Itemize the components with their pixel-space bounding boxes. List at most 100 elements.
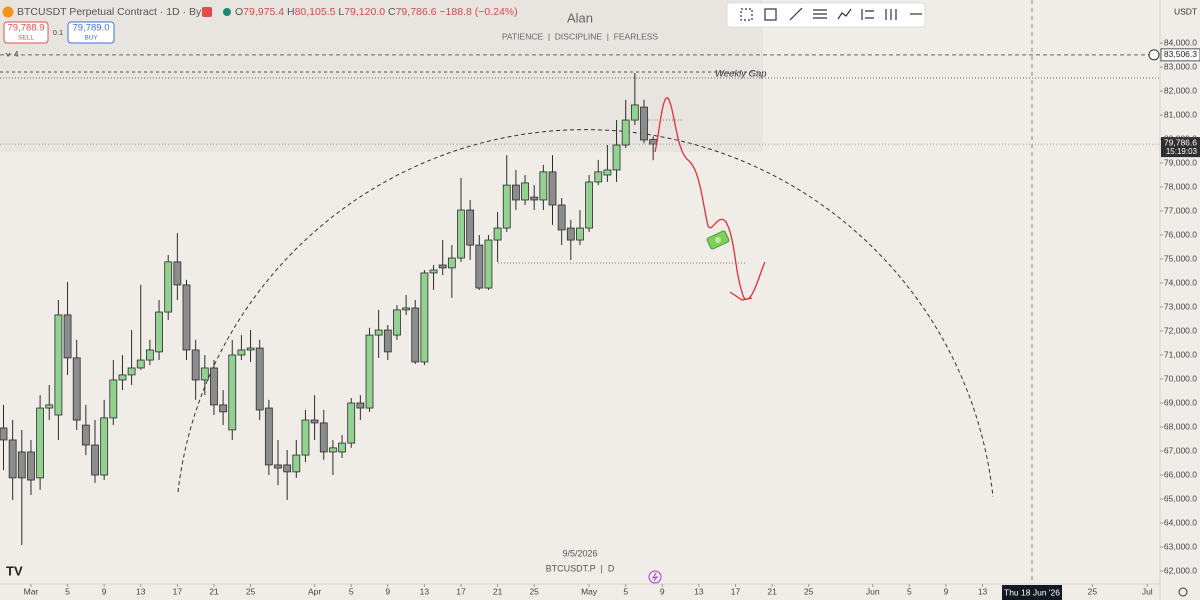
candle-body (539, 171, 548, 201)
candle-body (447, 257, 456, 269)
candle-body (54, 314, 63, 416)
x-tick-label: 17 (731, 586, 741, 596)
measure-tool[interactable] (861, 9, 874, 20)
subtitle: PATIENCE | DISCIPLINE | FEARLESS (502, 31, 659, 41)
candle-body (347, 402, 356, 444)
drawing-toolbar (726, 2, 926, 28)
symbol[interactable]: BTCUSDT Perpetual Contract · 1D · Bybit (17, 6, 212, 18)
x-tick-label: 17 (173, 586, 183, 596)
candle-body (576, 227, 584, 241)
y-tick-label: 84,000.0 (1164, 37, 1197, 47)
change: −188.8 (−0.24%) (439, 6, 517, 18)
y-tick-label: 83,000.0 (1164, 61, 1197, 71)
countdown: 15:19:03 (1166, 147, 1198, 156)
sell-button[interactable]: 79,788.9 SELL (3, 21, 49, 44)
candle-body (512, 184, 520, 201)
currency[interactable]: USDT (1174, 6, 1197, 16)
candle-body (72, 357, 81, 421)
ohlc-value: 79,975.4 (243, 6, 284, 18)
fib-tool[interactable] (813, 9, 827, 19)
candle-body (118, 374, 127, 381)
candle-body (228, 354, 237, 431)
candle-body (210, 367, 218, 406)
candle-body (274, 464, 282, 469)
x-tick-label: 25 (246, 586, 256, 596)
buy-button[interactable]: 79,789.0 BUY (67, 21, 115, 44)
candle-body (493, 227, 502, 241)
x-tick-label: 13 (136, 586, 146, 596)
candle-body (521, 182, 529, 201)
buy-price: 79,789.0 (73, 23, 110, 34)
y-tick-label: 63,000.0 (1164, 541, 1197, 551)
candle-body (475, 244, 484, 289)
candle-body (100, 417, 109, 476)
y-tick-label: 72,000.0 (1164, 325, 1197, 335)
price-axis: 62,000.0 63,000.0 64,000.0 65,000.0 66,000.0… (1160, 37, 1200, 575)
select-tool[interactable] (740, 8, 753, 21)
candle-body (17, 451, 26, 479)
x-tick-label: 25 (804, 586, 814, 596)
sell-price: 79,788.9 (8, 23, 45, 34)
y-tick-label: 74,000.0 (1164, 277, 1197, 287)
candle-body (191, 349, 200, 381)
path-tool[interactable] (837, 8, 852, 20)
candle-body (237, 349, 246, 356)
candle-body (612, 144, 621, 171)
arc-drawing (177, 129, 994, 498)
x-tick-label: Jul (1142, 586, 1153, 596)
coin-icon (2, 6, 14, 18)
x-tick-label: 5 (623, 586, 628, 596)
candle-body (0, 427, 8, 441)
ohlc-key: H (287, 6, 295, 18)
bar-tool[interactable] (885, 9, 897, 20)
add-alert-icon[interactable] (1148, 49, 1160, 61)
y-tick-label: 68,000.0 (1164, 421, 1197, 431)
lightning-bolt (651, 572, 659, 582)
logo[interactable]: TV (6, 563, 23, 578)
candles (0, 73, 658, 546)
candle-body (310, 419, 319, 424)
x-tick-label: Apr (308, 586, 321, 596)
candle-body (136, 359, 145, 369)
x-tick-label: 13 (420, 586, 430, 596)
x-tick-label: 25 (529, 586, 539, 596)
x-tick-label: May (581, 586, 598, 596)
y-tick-label: 81,000.0 (1164, 109, 1197, 119)
settings-icon[interactable] (1178, 587, 1188, 597)
flag-icon[interactable] (202, 7, 212, 17)
candle-body (145, 349, 154, 361)
collapse-icon[interactable] (5, 52, 11, 57)
candle-body (621, 119, 630, 146)
ohlc: O79,975.4 H80,105.5 L79,120.0 C79,786.6 … (235, 6, 518, 18)
crosshair-date-box (1002, 585, 1062, 600)
buy-label: BUY (84, 35, 98, 42)
ohlc-value: 79,120.0 (344, 6, 385, 18)
sticker (706, 230, 730, 250)
candle-body (374, 329, 383, 336)
candle-body (164, 261, 173, 313)
quantity[interactable]: 0.1 (53, 28, 63, 37)
x-tick-label: 21 (209, 586, 219, 596)
ohlc-key: O (235, 6, 243, 18)
lightning-icon[interactable] (648, 570, 662, 584)
candle-body (402, 307, 411, 311)
x-tick-label: 25 (1088, 586, 1098, 596)
candle-body (429, 269, 438, 274)
y-tick-label: 62,000.0 (1164, 565, 1197, 575)
x-tick-label: 21 (767, 586, 777, 596)
line-tool[interactable] (789, 7, 803, 21)
candle-body (365, 334, 374, 409)
y-tick-label: 64,000.0 (1164, 517, 1197, 527)
x-tick-label: Jun (866, 586, 880, 596)
candle-body (585, 181, 593, 229)
hand-drawn-path (654, 97, 766, 300)
candle-body (264, 407, 273, 466)
y-tick-label: 78,000.0 (1164, 181, 1197, 191)
candle-body (328, 447, 337, 453)
ohlc-value: 79,786.6 (396, 6, 437, 18)
x-tick-label: 9 (944, 586, 949, 596)
candle-body (411, 307, 420, 363)
rect-tool[interactable] (764, 8, 777, 21)
